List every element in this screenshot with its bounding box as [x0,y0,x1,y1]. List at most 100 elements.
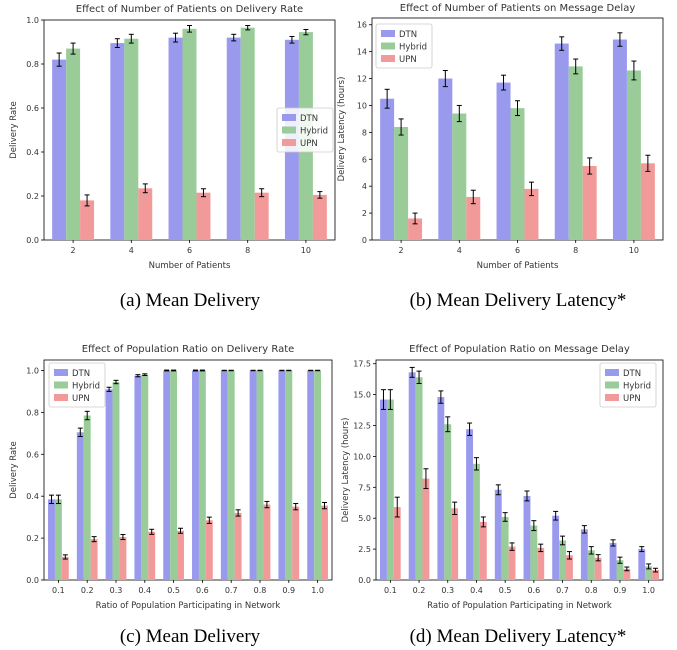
error-bar [91,536,97,543]
error-bar [149,528,155,535]
error-bar [409,366,415,378]
error-bar [617,32,623,47]
bar-dtn [496,82,511,240]
error-bar [412,212,418,225]
error-bar [588,546,594,555]
bar-hybrid [285,370,293,580]
legend-swatch-hybrid [54,381,68,389]
y-tick-label: 0.2 [26,534,39,543]
error-bar [303,28,309,36]
bar-dtn [380,399,387,580]
bar-upn [652,570,659,580]
y-tick-label: 7.5 [358,483,371,492]
error-bar [538,543,544,553]
y-tick-label: 0.8 [26,60,39,69]
error-bar [394,496,400,518]
x-tick-label: 0.8 [585,586,598,595]
error-bar [206,516,212,524]
x-tick-label: 6 [187,246,192,255]
y-tick-label: 0.8 [26,408,39,417]
bar-dtn [466,429,474,580]
x-tick-label: 6 [515,246,520,255]
bar-hybrid [616,560,624,580]
bar-dtn [278,370,286,580]
bar-hybrid [415,377,423,580]
bar-dtn [437,397,445,580]
bar-dtn [52,59,67,240]
x-tick-label: 2 [71,246,76,255]
bar-upn [393,507,401,580]
legend-label-upn: UPN [623,394,641,404]
legend-label-hybrid: Hybrid [300,127,328,137]
y-tick-label: 0.4 [26,148,39,157]
error-bar [587,157,593,175]
bar-dtn [638,549,646,580]
legend: DTN Hybrid UPN [276,107,334,153]
legend-swatch-hybrid [381,42,395,50]
bar-hybrid [452,113,467,240]
error-bar [56,52,62,67]
error-bar [653,567,659,573]
bar-upn [321,505,328,580]
legend-swatch-dtn [54,369,68,376]
bar-hybrid [112,382,120,580]
chart-title: Effect of Population Ratio on Delivery R… [82,344,295,355]
y-tick-label: 0.0 [358,576,371,585]
error-bar [531,520,537,532]
bar-dtn [609,542,617,580]
bar-hybrid [66,48,81,240]
error-bar [84,194,90,207]
bar-upn [408,218,423,240]
bar-hybrid [170,370,178,580]
bar-hybrid [394,126,409,240]
error-bar [559,36,565,51]
y-tick-label: 14 [357,48,367,57]
bar-hybrid [141,374,149,580]
bar-upn [524,188,539,240]
error-bar [581,525,587,534]
y-tick-label: 1.0 [26,16,39,25]
bar-dtn [110,43,125,240]
bar-upn [537,547,545,580]
legend-swatch-dtn [381,30,395,37]
error-bar [322,501,328,510]
subfigure-caption: (b) Mean Delivery Latency* [410,290,627,311]
x-tick-label: 0.1 [384,586,397,595]
y-tick-label: 0.0 [26,236,39,245]
error-bar [380,389,386,410]
error-bar [501,74,507,91]
y-tick-label: 15.0 [353,391,371,400]
legend-label-hybrid: Hybrid [399,43,427,53]
chart-title: Effect of Number of Patients on Delivery… [76,4,303,15]
error-bar [178,527,184,534]
error-bar [70,42,76,55]
legend-swatch-hybrid [282,126,296,134]
bar-upn [582,166,597,240]
error-bar [114,38,120,48]
bar-dtn [105,389,113,580]
chart-2: Effect of Number of Patients on Message … [337,3,664,271]
bar-dtn [408,372,416,580]
y-tick-label: 5.0 [358,514,371,523]
error-bar [509,542,515,551]
bar-hybrid [256,370,264,580]
x-tick-label: 8 [573,246,578,255]
error-bar [416,370,422,384]
bar-upn [254,192,269,240]
error-bar [387,389,393,410]
x-tick-label: 1.0 [311,586,324,595]
error-bar [639,546,645,553]
x-tick-label: 0.3 [441,586,454,595]
bar-hybrid [473,463,480,580]
x-tick-label: 2 [399,246,404,255]
y-tick-label: 0.6 [26,104,39,113]
error-bar [442,69,448,88]
error-bar [120,534,126,541]
legend-label-dtn: DTN [72,369,90,379]
error-bar [610,539,616,547]
error-bar [573,58,579,75]
legend-swatch-dtn [282,114,296,121]
error-bar [192,369,198,372]
error-bar [495,484,501,496]
y-axis-label: Delivery Rate [9,101,19,158]
